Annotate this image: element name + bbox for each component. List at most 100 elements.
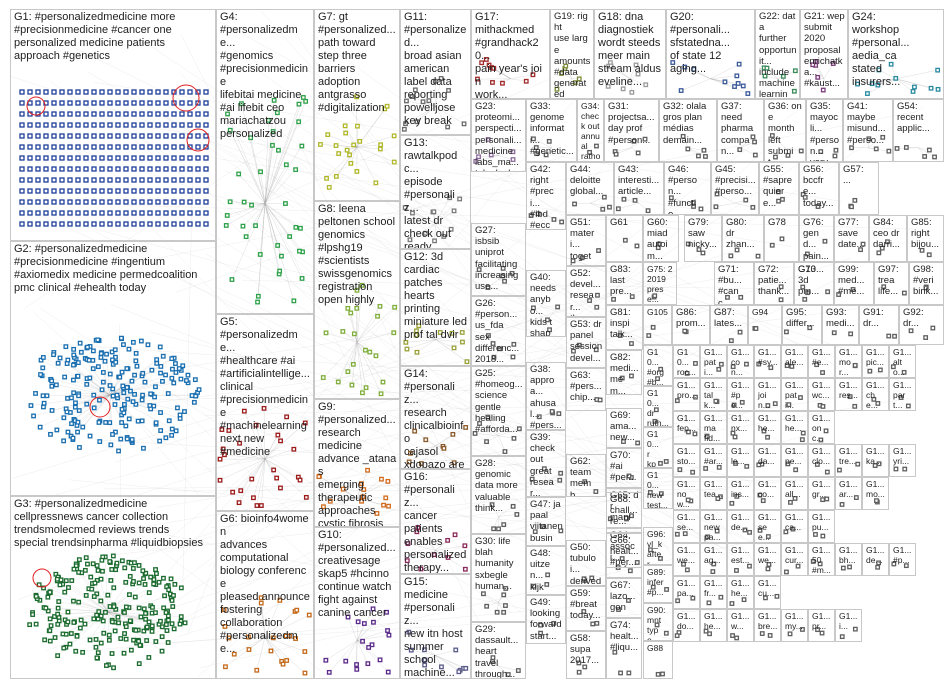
vertex[interactable] [51,89,57,95]
group-box-g82: G82: medi... mem... [606,350,642,395]
group-label: G81: inspi talk... [610,307,633,341]
group-label: G39: check out great resear... [530,432,555,497]
edge [416,339,436,353]
vertex[interactable] [155,100,161,106]
edge [79,258,851,515]
vertex[interactable] [123,111,129,117]
group-label: G80: dr zhan... [726,217,755,251]
vertex[interactable] [19,111,25,117]
vertex[interactable] [35,89,41,95]
vertex[interactable] [131,111,137,117]
group-label: G1... gr... [812,479,831,500]
group-box-g98: G98: #veri birik... [909,262,944,305]
edge [421,445,436,464]
edge [264,440,281,460]
vertex[interactable] [59,111,65,117]
vertex[interactable] [67,100,73,106]
vertex[interactable] [107,111,113,117]
edge [895,69,938,79]
edge [165,392,391,607]
vertex[interactable] [99,111,105,117]
vertex[interactable] [27,89,33,95]
group-label: G1... cur... [785,545,804,566]
group-box-g34: G34: check out annual rathon... [577,99,604,162]
vertex[interactable] [163,100,169,106]
edge [435,655,461,671]
vertex[interactable] [83,111,89,117]
vertex[interactable] [179,89,185,95]
vertex[interactable] [131,100,137,106]
vertex[interactable] [139,100,145,106]
group-label: G47: ja paal viitanen busine... [530,499,563,545]
group-label: G1... bre... [758,611,778,632]
vertex[interactable] [107,100,113,106]
group-box-g164: G1... he... [727,576,754,609]
edge [350,146,358,164]
group-box-g91: G91: dr... [859,305,899,345]
vertex[interactable] [155,111,161,117]
vertex[interactable] [43,111,49,117]
group-label: G7: gt #personalized... path toward step… [318,11,396,114]
edge [177,480,672,638]
vertex[interactable] [99,89,105,95]
group-label: G1... now... [677,479,696,510]
vertex[interactable] [179,100,185,106]
vertex[interactable] [59,100,65,106]
vertex[interactable] [163,111,169,117]
vertex[interactable] [147,100,153,106]
edge [435,90,449,107]
vertex[interactable] [19,89,25,95]
edge [435,655,464,669]
vertex[interactable] [139,111,145,117]
vertex[interactable] [179,111,185,117]
vertex[interactable] [43,89,49,95]
group-label: G1... alto... [893,347,912,378]
vertex[interactable] [147,111,153,117]
vertex[interactable] [107,89,113,95]
vertex[interactable] [115,111,121,117]
vertex[interactable] [91,89,97,95]
vertex[interactable] [115,89,121,95]
group-box-g105: G105 [643,305,672,345]
vertex[interactable] [91,111,97,117]
group-box-g10: G10: #personalized... creativesage skap5… [314,527,400,679]
vertex[interactable] [123,89,129,95]
vertex[interactable] [83,89,89,95]
edge [119,264,864,652]
vertex[interactable] [203,100,209,106]
vertex[interactable] [203,89,209,95]
vertex[interactable] [187,89,193,95]
vertex[interactable] [59,89,65,95]
vertex[interactable] [83,100,89,106]
vertex[interactable] [131,89,137,95]
vertex[interactable] [67,89,73,95]
vertex[interactable] [187,100,193,106]
vertex[interactable] [75,111,81,117]
edge [103,372,111,396]
vertex[interactable] [91,100,97,106]
vertex[interactable] [155,89,161,95]
vertex[interactable] [75,89,81,95]
vertex[interactable] [123,100,129,106]
group-box-g63: G63: #pers... chip... [566,368,606,411]
vertex[interactable] [115,100,121,106]
group-label: G26: #person... us_fda sex differenc... … [475,298,520,366]
vertex[interactable] [139,89,145,95]
vertex[interactable] [147,89,153,95]
vertex[interactable] [171,111,177,117]
vertex[interactable] [99,100,105,106]
edge [180,72,413,331]
edge [255,203,266,226]
edge [127,90,294,209]
vertex[interactable] [19,100,25,106]
vertex[interactable] [51,100,57,106]
vertex[interactable] [51,111,57,117]
group-label: G24: workshop #personal... aedia_ca stat… [852,11,910,88]
vertex[interactable] [163,89,169,95]
edge [681,78,711,91]
vertex[interactable] [67,111,73,117]
vertex[interactable] [35,100,41,106]
group-box-g2: G2: #personalizedmedicine #precisionmedi… [10,241,216,496]
edge [115,247,744,463]
vertex[interactable] [75,100,81,106]
